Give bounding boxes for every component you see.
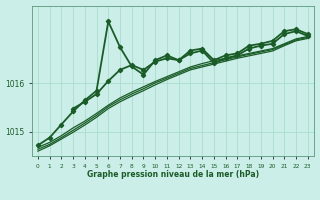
X-axis label: Graphe pression niveau de la mer (hPa): Graphe pression niveau de la mer (hPa) — [87, 170, 259, 179]
